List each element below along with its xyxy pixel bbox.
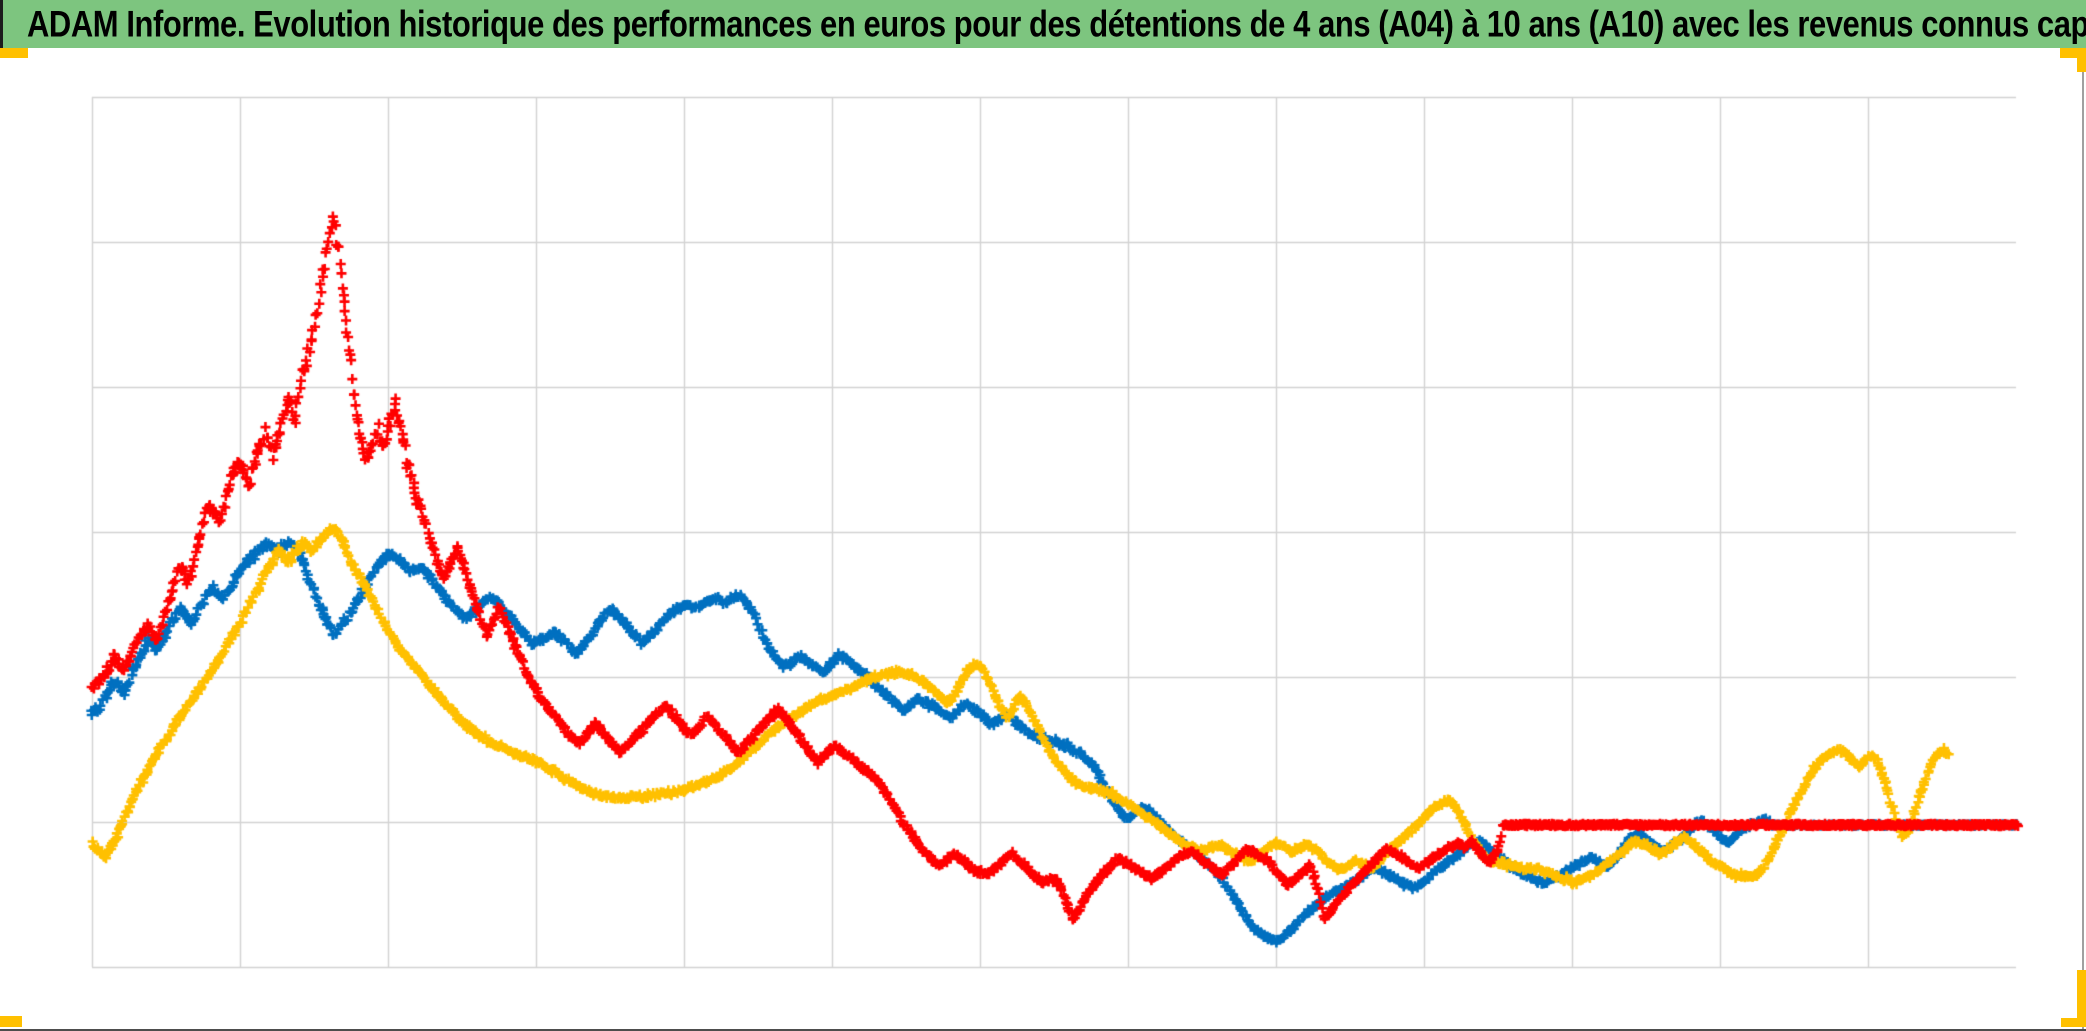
bottom-rule [0, 1029, 2086, 1031]
corner-accent-bottom-right-h [2061, 1018, 2086, 1027]
corner-accent-top-right-h [2060, 48, 2086, 58]
corner-accent-bottom-left [0, 1016, 22, 1027]
corner-accent-bottom-right-v [2077, 970, 2086, 1026]
corner-accent-top-left [0, 48, 28, 58]
page-title: ADAM Informe. Evolution historique des p… [27, 2, 2086, 45]
right-rule [2082, 50, 2084, 1029]
title-bar: ADAM Informe. Evolution historique des p… [0, 0, 2086, 48]
corner-accent-top-right-v [2077, 48, 2086, 72]
